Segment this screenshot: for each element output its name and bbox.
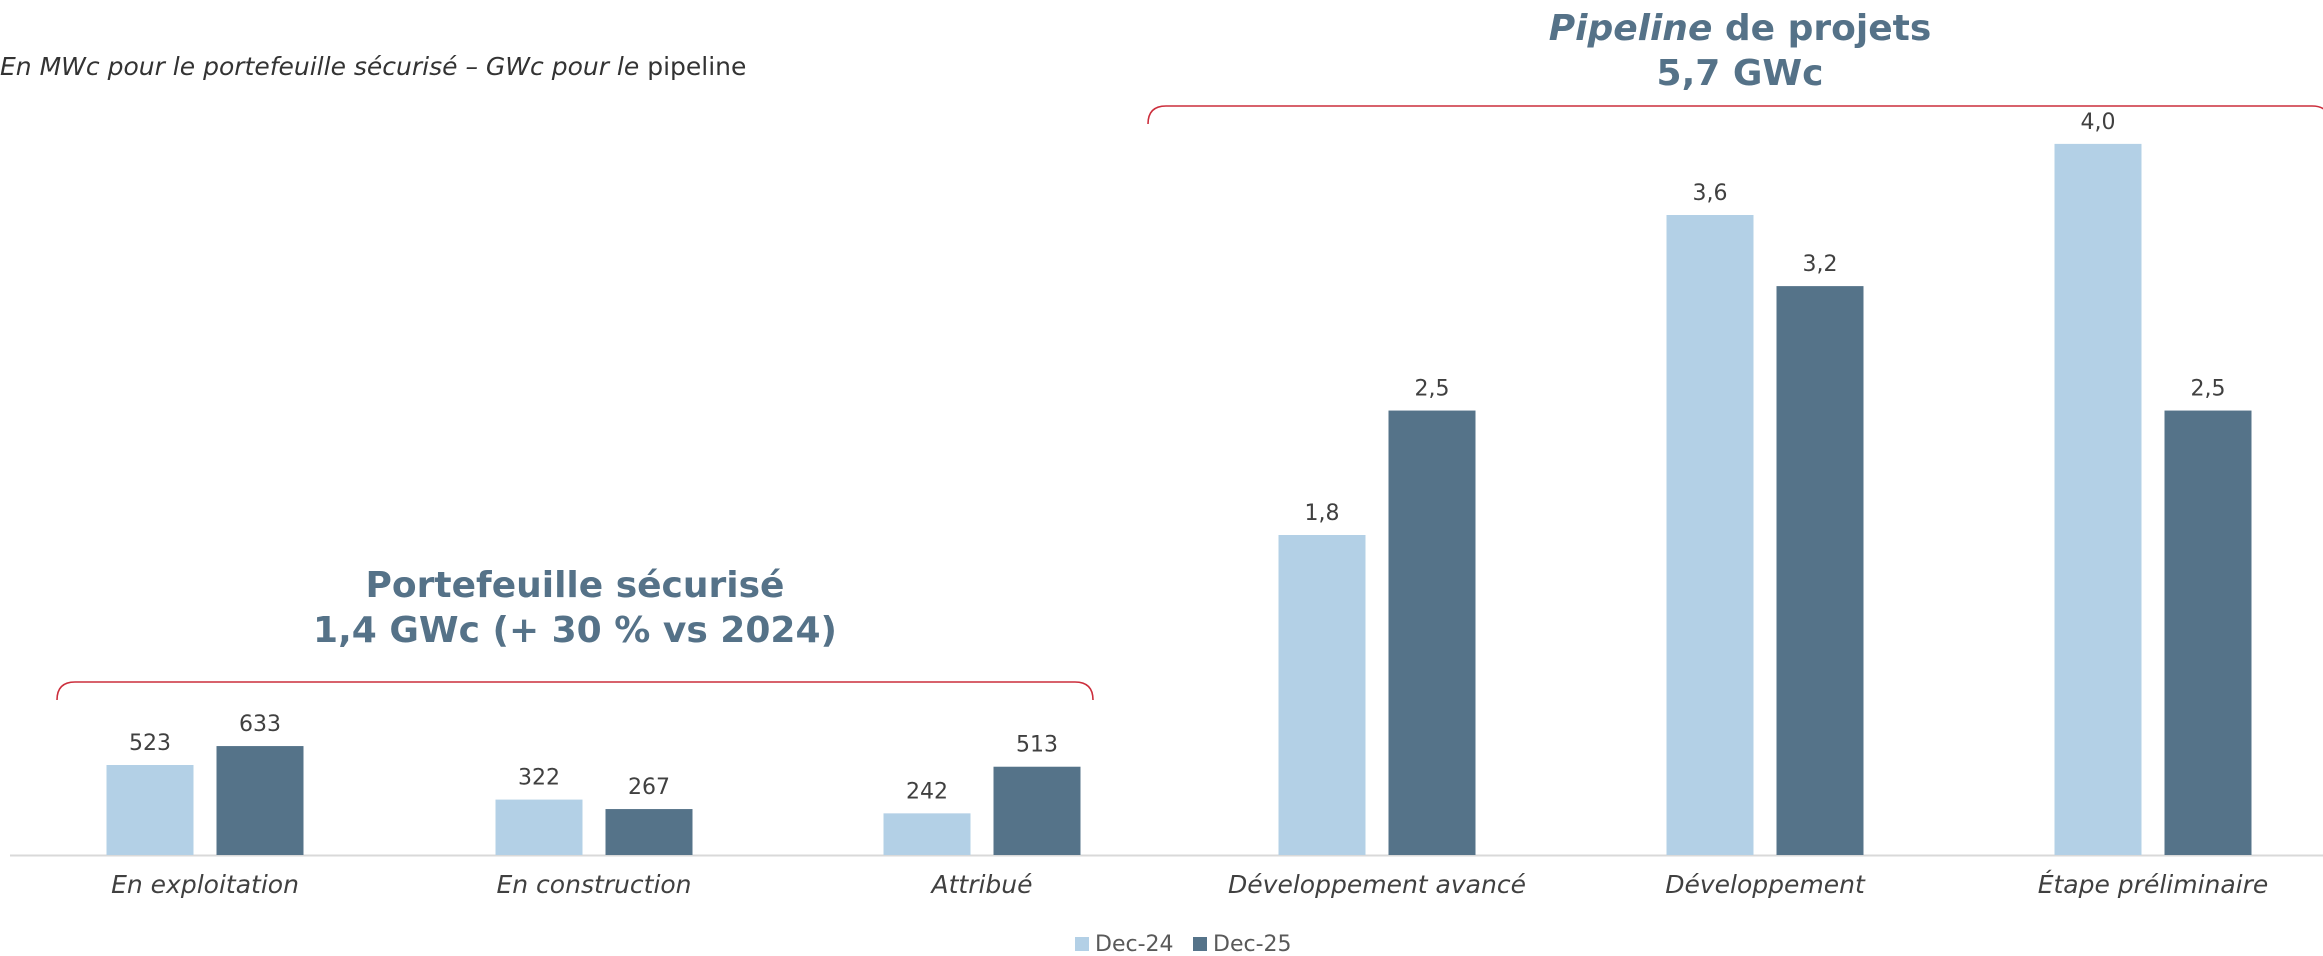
bar-dec-25-5 <box>2164 410 2252 855</box>
data-label: 513 <box>1016 733 1058 758</box>
data-label: 242 <box>906 779 948 804</box>
subtitle-units: En MWc pour le portefeuille sécurisé – G… <box>0 52 640 81</box>
data-label: 633 <box>239 712 281 737</box>
bar-dec-24-0 <box>106 765 194 855</box>
bar-dec-25-2 <box>993 766 1081 855</box>
data-label: 2,5 <box>1415 377 1450 402</box>
pipeline-bracket <box>1147 105 2323 125</box>
bar-dec-25-0 <box>216 746 304 855</box>
category-label: En exploitation <box>111 870 299 899</box>
secured-bracket <box>56 681 1094 701</box>
category-label: Développement avancé <box>1228 870 1526 899</box>
data-label: 267 <box>628 775 670 800</box>
legend-label: Dec-25 <box>1213 932 1292 956</box>
bar-dec-24-2 <box>883 813 971 855</box>
pipeline-title-rest: de projets <box>1712 8 1932 49</box>
pipeline-title-italic: Pipeline <box>1548 8 1713 49</box>
category-label: Étape préliminaire <box>2038 870 2269 899</box>
category-label: Développement <box>1665 870 1866 899</box>
bar-dec-25-3 <box>1388 410 1476 855</box>
bar-dec-24-4 <box>1666 215 1754 855</box>
bar-dec-24-3 <box>1278 535 1366 855</box>
subtitle-pipeline-word: pipeline <box>639 52 747 81</box>
chart-subtitle: En MWc pour le portefeuille sécurisé – G… <box>0 52 746 81</box>
legend: Dec-24 Dec-25 <box>1075 932 1292 956</box>
category-label: Attribué <box>929 870 1032 899</box>
bar-dec-24-5 <box>2054 143 2142 855</box>
data-label: 4,0 <box>2081 110 2116 135</box>
bar-dec-25-4 <box>1776 286 1864 856</box>
pipeline-title-line2: 5,7 GWc <box>1656 53 1824 94</box>
data-label: 3,6 <box>1693 181 1728 206</box>
data-label: 523 <box>129 731 171 756</box>
legend-swatch <box>1193 937 1207 951</box>
data-label: 322 <box>518 766 560 791</box>
data-label: 1,8 <box>1305 501 1340 526</box>
legend-swatch <box>1075 937 1089 951</box>
pipeline-title-line1: Pipeline de projets <box>1440 6 2040 51</box>
category-label: En construction <box>496 870 691 899</box>
pipeline-title: Pipeline de projets 5,7 GWc <box>1440 6 2040 96</box>
secured-title-line1: Portefeuille sécurisé <box>365 565 785 606</box>
bar-dec-24-1 <box>495 799 583 855</box>
secured-portfolio-title: Portefeuille sécurisé 1,4 GWc (+ 30 % vs… <box>245 563 905 653</box>
data-label: 3,2 <box>1803 252 1838 277</box>
data-label: 2,5 <box>2191 377 2226 402</box>
legend-label: Dec-24 <box>1095 932 1174 956</box>
bar-dec-25-1 <box>605 809 693 855</box>
secured-title-line2: 1,4 GWc (+ 30 % vs 2024) <box>313 610 837 651</box>
